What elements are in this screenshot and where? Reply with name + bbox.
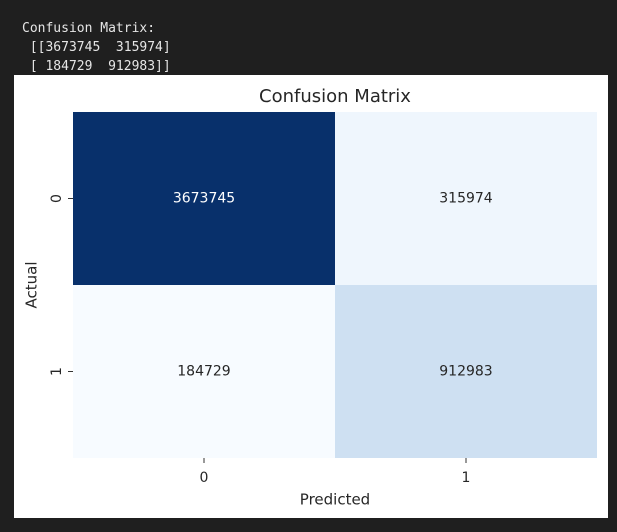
heatmap-cell (73, 112, 335, 285)
x-axis-label: Predicted (300, 491, 370, 509)
cell-label: 184729 (177, 364, 230, 380)
y-axis-label: Actual (23, 262, 41, 309)
cell-label: 3673745 (173, 191, 235, 207)
heatmap-cell (73, 285, 335, 458)
heatmap-cell (335, 285, 597, 458)
console-line: [[3673745 315974] (22, 40, 171, 55)
y-tick-label: 1 (49, 367, 65, 376)
chart-title: Confusion Matrix (259, 86, 411, 107)
console-output: Confusion Matrix: [[3673745 315974] [ 18… (22, 19, 171, 76)
x-tick-label: 0 (200, 470, 209, 486)
heatmap-cell (335, 112, 597, 285)
cell-label: 315974 (439, 191, 493, 207)
console-line: Confusion Matrix: (22, 21, 156, 36)
console-line: [ 184729 912983]] (22, 59, 171, 74)
cell-label: 912983 (439, 364, 492, 380)
x-tick-label: 1 (462, 470, 471, 486)
y-tick-label: 0 (49, 194, 65, 203)
